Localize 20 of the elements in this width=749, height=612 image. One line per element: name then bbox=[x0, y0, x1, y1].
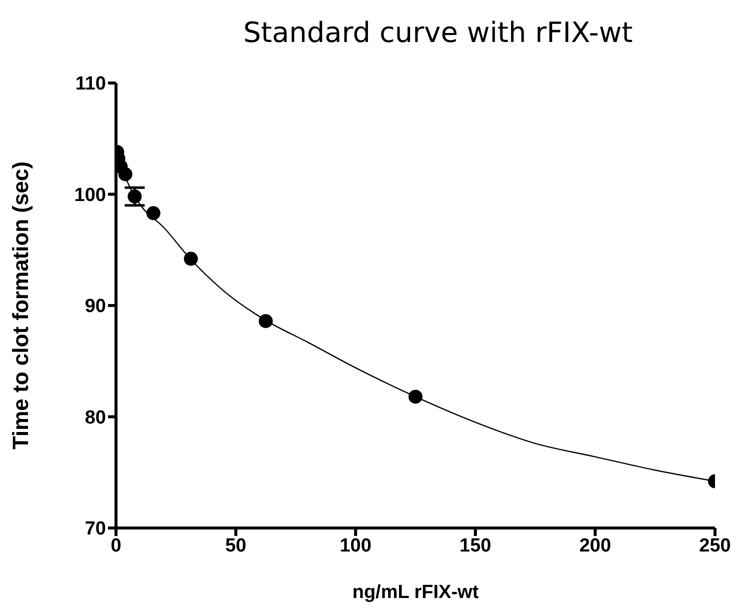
point bbox=[128, 189, 142, 204]
y-axis-title: Time to clot formation (sec) bbox=[8, 161, 33, 450]
x-tick-label: 150 bbox=[460, 535, 492, 556]
y-tick-label: 100 bbox=[74, 184, 106, 206]
point bbox=[408, 390, 422, 404]
x-axis-title: ng/mL rFIX-wt bbox=[352, 582, 480, 603]
x-tick-label: 50 bbox=[225, 535, 246, 556]
point bbox=[118, 167, 132, 182]
y-tick-label: 80 bbox=[84, 407, 106, 428]
point bbox=[146, 206, 160, 220]
y-tick-label: 110 bbox=[75, 74, 106, 95]
point bbox=[258, 314, 273, 328]
x-tick-label: 0 bbox=[110, 535, 122, 556]
y-tick-label: 90 bbox=[84, 296, 106, 318]
x-tick-label: 100 bbox=[340, 535, 372, 556]
chart-title: Standard curve with rFIX-wt bbox=[242, 16, 634, 49]
point bbox=[184, 252, 198, 266]
x-tick-label: 200 bbox=[579, 535, 612, 556]
x-tick-label: 250 bbox=[699, 535, 731, 556]
y-tick-label: 70 bbox=[84, 518, 106, 540]
